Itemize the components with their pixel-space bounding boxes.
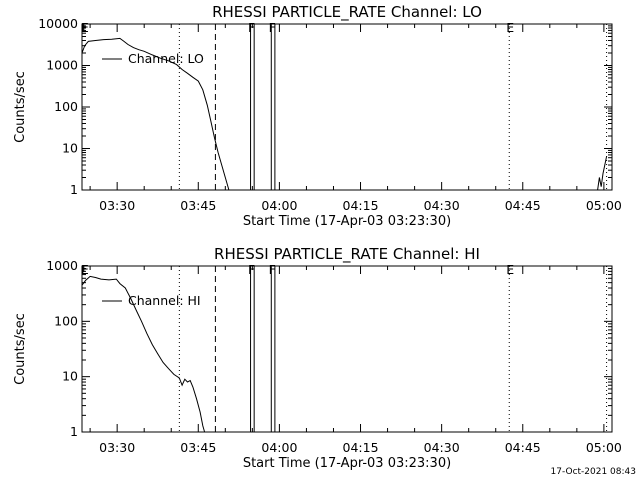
data-series-line bbox=[81, 37, 230, 191]
event-marker-label: F bbox=[248, 262, 255, 277]
x-axis-label: Start Time (17-Apr-03 03:23:30) bbox=[243, 214, 451, 229]
y-tick-label: 1000 bbox=[46, 58, 78, 73]
event-marker-label: F bbox=[269, 262, 276, 277]
event-marker-label: F bbox=[269, 20, 276, 35]
x-tick-label: 05:00 bbox=[586, 440, 622, 455]
x-tick-label: 04:15 bbox=[343, 198, 379, 213]
event-marker-label: E bbox=[81, 20, 89, 35]
x-tick-label: 03:45 bbox=[180, 198, 216, 213]
chart-title: RHESSI PARTICLE_RATE Channel: HI bbox=[214, 245, 480, 264]
chart-title: RHESSI PARTICLE_RATE Channel: LO bbox=[212, 3, 482, 22]
x-tick-label: 03:30 bbox=[99, 440, 135, 455]
timestamp: 17-Oct-2021 08:43 bbox=[551, 467, 636, 477]
event-marker-label: E bbox=[506, 20, 514, 35]
x-tick-label: 04:30 bbox=[424, 440, 460, 455]
x-tick-label: 04:00 bbox=[261, 440, 297, 455]
plot-frame bbox=[81, 265, 613, 433]
y-tick-label: 100 bbox=[54, 99, 78, 114]
x-axis-label: Start Time (17-Apr-03 03:23:30) bbox=[243, 456, 451, 471]
chart-panel-1: RHESSI PARTICLE_RATE Channel: LO 03:30 03:… bbox=[13, 3, 622, 229]
y-tick-label: 1000 bbox=[46, 258, 78, 273]
event-marker-label: E bbox=[506, 262, 514, 277]
x-tick-label: 03:30 bbox=[99, 198, 135, 213]
x-tick-label: 05:00 bbox=[586, 198, 622, 213]
chart-panel-2: RHESSI PARTICLE_RATE Channel: HI 03:30 03:… bbox=[13, 245, 622, 471]
x-tick-label: 04:00 bbox=[261, 198, 297, 213]
data-series-line bbox=[81, 275, 206, 433]
y-axis-label: Counts/sec bbox=[13, 313, 28, 385]
event-marker-label: E bbox=[81, 262, 89, 277]
x-tick-label: 04:45 bbox=[505, 198, 541, 213]
y-axis-label: Counts/sec bbox=[13, 71, 28, 143]
data-series-line bbox=[597, 156, 608, 191]
y-tick-label: 10000 bbox=[38, 16, 78, 31]
legend-label: Channel: HI bbox=[128, 293, 201, 308]
plot-frame bbox=[81, 23, 613, 191]
y-tick-label: 1 bbox=[70, 182, 78, 197]
y-tick-label: 10 bbox=[62, 141, 78, 156]
y-tick-label: 10 bbox=[62, 369, 78, 384]
y-tick-label: 1 bbox=[70, 424, 78, 439]
x-tick-label: 04:45 bbox=[505, 440, 541, 455]
legend-label: Channel: LO bbox=[128, 51, 204, 66]
x-tick-label: 04:15 bbox=[343, 440, 379, 455]
event-marker-label: F bbox=[248, 20, 255, 35]
x-tick-label: 03:45 bbox=[180, 440, 216, 455]
x-tick-label: 04:30 bbox=[424, 198, 460, 213]
y-tick-label: 100 bbox=[54, 313, 78, 328]
